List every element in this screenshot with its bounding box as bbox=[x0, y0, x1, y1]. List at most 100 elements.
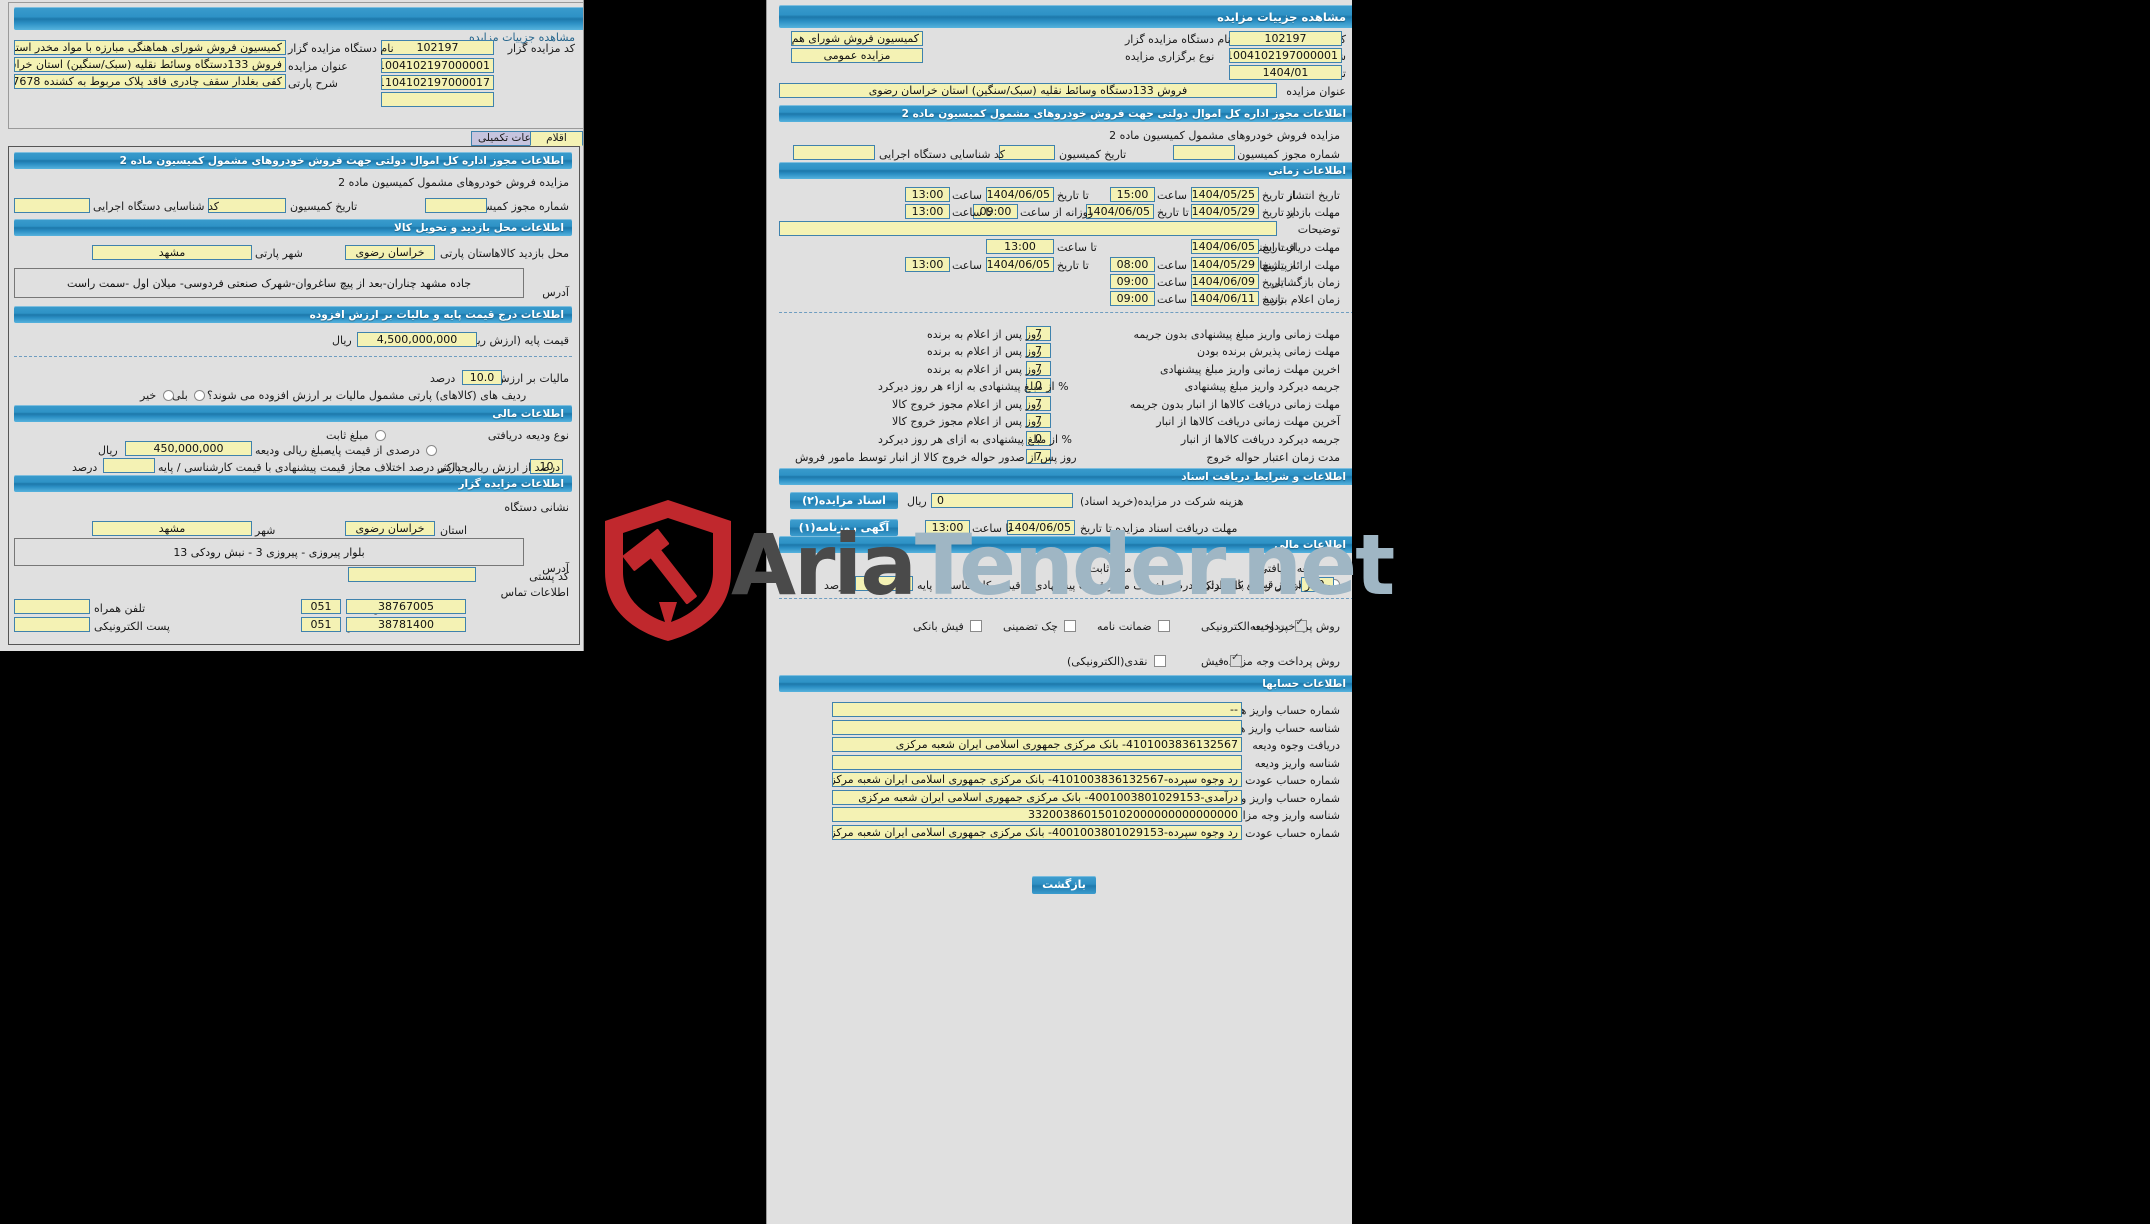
left-permit-no-value[interactable] bbox=[425, 198, 487, 213]
right-opening-hour[interactable]: 09:00 bbox=[1110, 274, 1155, 289]
right-visit-to-date[interactable]: 1404/06/05 bbox=[1086, 204, 1154, 219]
checkbox-guarantee-letter[interactable] bbox=[1158, 620, 1171, 632]
left-visit-address-value[interactable]: جاده مشهد چناران-بعد از پیچ ساغروان-شهرک… bbox=[14, 268, 524, 298]
newspaper-ad-button[interactable]: آگهی روزنامه(۱) bbox=[790, 519, 898, 536]
pay-method-1[interactable]: ضمانت نامه bbox=[1097, 619, 1171, 633]
right-permit-no-value[interactable] bbox=[1173, 145, 1235, 160]
account-value-5[interactable]: درآمدی-4001003801029153- بانک مرکزی جمهو… bbox=[832, 790, 1242, 805]
auction-pay-method-1[interactable]: نقدی(الکترونیکی) bbox=[1067, 654, 1166, 668]
right-publish-to-hour[interactable]: 13:00 bbox=[905, 187, 950, 202]
left-percent-value[interactable]: 10 bbox=[530, 459, 563, 474]
left-visit-city-value[interactable]: مشهد bbox=[92, 245, 252, 260]
radio-vat-no[interactable] bbox=[162, 389, 174, 401]
left-party-desc-value[interactable]: کفی بغلدار سقف چادری فاقد پلاک مربوط به … bbox=[14, 74, 286, 89]
auction-documents-button[interactable]: اسناد مزایده(۲) bbox=[790, 492, 898, 509]
right-winner-date[interactable]: 1404/06/11 bbox=[1191, 291, 1259, 306]
deadline-value-0[interactable]: 7 bbox=[1026, 326, 1051, 341]
account-value-7[interactable]: رد وجوه سپرده-4001003801029153- بانک مرک… bbox=[832, 825, 1242, 840]
back-button[interactable]: بازگشت bbox=[1032, 876, 1096, 894]
left-vat-value[interactable]: 10.0 bbox=[462, 370, 502, 385]
account-value-2[interactable]: 4101003836132567- بانک مرکزی جمهوری اسلا… bbox=[832, 737, 1242, 752]
left-party-no-value[interactable]: 1104102197000017 bbox=[381, 75, 494, 90]
right-auction-title-value[interactable]: فروش 133دستگاه وسائط نقلیه (سبک/سنگین) ا… bbox=[779, 83, 1277, 98]
right-fee-value[interactable]: 0 bbox=[931, 493, 1073, 508]
left-deposit-fixed-option[interactable]: مبلغ ثابت bbox=[326, 428, 386, 442]
left-visit-province-value[interactable]: خراسان رضوی bbox=[345, 245, 435, 260]
deadline-value-7[interactable]: 7 bbox=[1026, 449, 1051, 464]
checkbox-receipt[interactable] bbox=[1230, 652, 1243, 667]
deadline-value-5[interactable]: 7 bbox=[1026, 413, 1051, 428]
left-fax-code-value[interactable]: 051 bbox=[301, 617, 341, 632]
left-ref-no-value[interactable] bbox=[381, 92, 494, 107]
account-value-4[interactable]: رد وجوه سپرده-4101003836132567- بانک مرک… bbox=[832, 772, 1242, 787]
right-notes-value[interactable] bbox=[779, 221, 1277, 236]
tab-party-items[interactable]: اقلام پارتی bbox=[530, 131, 583, 157]
left-auction-title-value[interactable]: فروش 133دستگاه وسائط نقلیه (سبک/سنگین) ا… bbox=[14, 57, 286, 72]
right-docs-from-date[interactable]: 1404/06/05 bbox=[1191, 239, 1259, 254]
left-phone-value[interactable]: 38767005 bbox=[346, 599, 466, 614]
left-maxdiff-value[interactable] bbox=[103, 458, 155, 473]
right-type-value[interactable]: مزایده عمومی bbox=[791, 48, 923, 63]
right-publish-from-date[interactable]: 1404/05/25 bbox=[1191, 187, 1259, 202]
auction-pay-method-0[interactable]: فیش bbox=[1201, 652, 1243, 668]
checkbox-bank-receipt[interactable] bbox=[970, 620, 983, 632]
checkbox-cash-electronic[interactable] bbox=[1153, 655, 1166, 667]
radio-right-fixed-amount[interactable] bbox=[1137, 562, 1149, 574]
right-visit-daily-to[interactable]: 13:00 bbox=[905, 204, 950, 219]
left-vat-yes[interactable]: بلی bbox=[172, 388, 206, 402]
right-visit-from-date[interactable]: 1404/05/29 bbox=[1191, 204, 1259, 219]
left-org-value[interactable]: کمیسیون فروش شورای هماهنگی مبارزه با موا… bbox=[14, 40, 286, 55]
deadline-value-2[interactable]: 7 bbox=[1026, 361, 1051, 376]
deadline-value-1[interactable]: 7 bbox=[1026, 343, 1051, 358]
right-code-value[interactable]: 102197 bbox=[1229, 31, 1342, 46]
left-email-value[interactable] bbox=[14, 617, 90, 632]
right-exec-code-value[interactable] bbox=[793, 145, 875, 160]
right-opening-date[interactable]: 1404/06/09 bbox=[1191, 274, 1259, 289]
left-fax-value[interactable]: 38781400 bbox=[346, 617, 466, 632]
right-winner-hour[interactable]: 09:00 bbox=[1110, 291, 1155, 306]
deadline-value-4[interactable]: 7 bbox=[1026, 396, 1051, 411]
left-base-price-value[interactable]: 4,500,000,000 bbox=[357, 332, 477, 347]
deadline-value-3[interactable]: 0 bbox=[1026, 378, 1051, 393]
left-phone-code-value[interactable]: 051 bbox=[301, 599, 341, 614]
right-org-value[interactable]: کمیسیون فروش شورای هم bbox=[791, 31, 923, 46]
account-value-6[interactable]: 332003860150102000000000000000 bbox=[832, 807, 1242, 822]
left-commission-date-value[interactable] bbox=[208, 198, 286, 213]
left-deposit-percent-option[interactable]: درصدی از قیمت پایه bbox=[326, 443, 438, 457]
pay-method-3[interactable]: فیش بانکی bbox=[913, 619, 983, 633]
right-maxdiff-value[interactable] bbox=[855, 576, 913, 591]
right-publish-to-date[interactable]: 1404/06/05 bbox=[986, 187, 1054, 202]
pay-method-2[interactable]: چک تضمینی bbox=[1003, 619, 1077, 633]
right-visit-daily-from[interactable]: 09:00 bbox=[973, 204, 1018, 219]
left-auct-province-value[interactable]: خراسان رضوی bbox=[345, 521, 435, 536]
right-docs-to-hour[interactable]: 13:00 bbox=[986, 239, 1054, 254]
left-code-value[interactable]: 102197 bbox=[381, 40, 494, 55]
left-auct-city-value[interactable]: مشهد bbox=[92, 521, 252, 536]
right-auction-no-value[interactable]: 1004102197000001 bbox=[1229, 48, 1342, 63]
right-commission-date-value[interactable] bbox=[999, 145, 1055, 160]
right-proposal-hour[interactable]: 08:00 bbox=[1110, 257, 1155, 272]
left-auct-address-value[interactable]: بلوار پیروزی - پیروزی 3 - نبش رودکی 13 bbox=[14, 538, 524, 566]
right-proposal-from-date[interactable]: 1404/05/29 bbox=[1191, 257, 1259, 272]
right-publish-hour[interactable]: 15:00 bbox=[1110, 187, 1155, 202]
left-vat-no[interactable]: خیر bbox=[140, 388, 174, 402]
right-docs-deadline-date[interactable]: 1404/06/05 bbox=[1007, 520, 1075, 535]
left-deposit-amount-value[interactable]: 450,000,000 bbox=[125, 441, 252, 456]
right-docs-deadline-hour[interactable]: 13:00 bbox=[925, 520, 970, 535]
radio-vat-yes[interactable] bbox=[194, 389, 206, 401]
account-value-1[interactable] bbox=[832, 720, 1242, 735]
left-exec-code-value[interactable] bbox=[14, 198, 90, 213]
right-fixed-option[interactable]: مبلغ ثابت bbox=[1089, 561, 1149, 575]
pay-method-0[interactable]: پرداخت الکترونیکی bbox=[1201, 617, 1307, 633]
left-mobile-value[interactable] bbox=[14, 599, 90, 614]
right-proposal-to-hour[interactable]: 13:00 bbox=[905, 257, 950, 272]
right-percent-value[interactable]: 10 bbox=[1301, 577, 1334, 592]
account-value-3[interactable] bbox=[832, 755, 1242, 770]
right-ref-date-value[interactable]: 1404/01 bbox=[1229, 65, 1342, 80]
checkbox-electronic-payment[interactable] bbox=[1294, 617, 1307, 632]
checkbox-guaranteed-cheque[interactable] bbox=[1064, 620, 1077, 632]
account-value-0[interactable]: -- bbox=[832, 702, 1242, 717]
left-postal-code-value[interactable] bbox=[348, 567, 476, 582]
radio-percent-of-base[interactable] bbox=[426, 444, 438, 456]
deadline-value-6[interactable]: 0 bbox=[1026, 431, 1051, 446]
